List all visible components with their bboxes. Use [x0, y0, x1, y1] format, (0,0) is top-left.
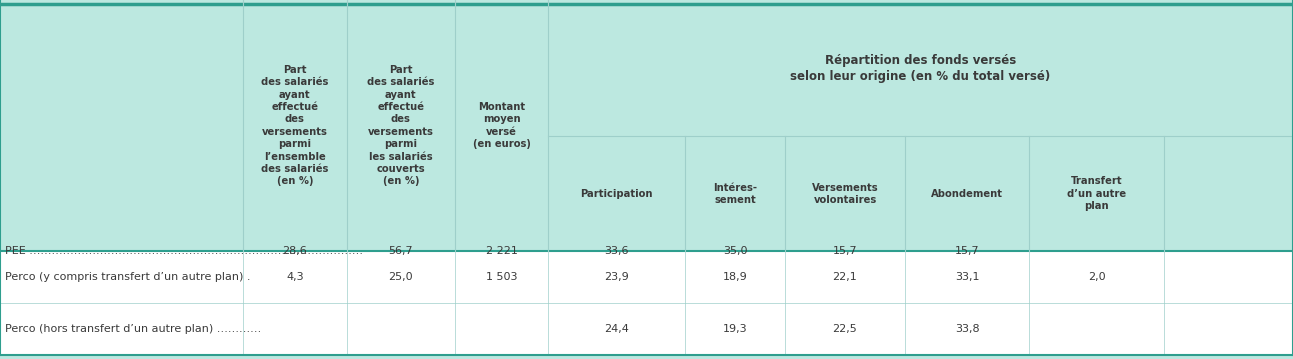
Text: 28,6: 28,6	[282, 246, 308, 256]
Text: 22,5: 22,5	[833, 325, 857, 334]
Text: 33,8: 33,8	[954, 325, 980, 334]
Text: 33,1: 33,1	[956, 272, 979, 282]
Text: 56,7: 56,7	[388, 246, 414, 256]
Text: Répartition des fonds versés
selon leur origine (en % du total versé): Répartition des fonds versés selon leur …	[790, 54, 1051, 83]
Text: 18,9: 18,9	[723, 272, 747, 282]
Bar	[0, 251, 1293, 355]
Text: 4,3: 4,3	[286, 272, 304, 282]
Text: Transfert
d’un autre
plan: Transfert d’un autre plan	[1067, 177, 1126, 211]
Text: Participation: Participation	[581, 189, 653, 199]
Text: 35,0: 35,0	[723, 246, 747, 256]
Text: 2,0: 2,0	[1087, 272, 1106, 282]
Text: 15,7: 15,7	[954, 246, 980, 256]
Text: Part
des salariés
ayant
effectué
des
versements
parmi
l’ensemble
des salariés
(e: Part des salariés ayant effectué des ver…	[261, 65, 328, 186]
Text: 15,7: 15,7	[833, 246, 857, 256]
Text: PEE ………………………………………………………………………………: PEE ………………………………………………………………………………	[5, 246, 363, 256]
Text: 24,4: 24,4	[604, 325, 630, 334]
Text: Part
des salariés
ayant
effectué
des
versements
parmi
les salariés
couverts
(en : Part des salariés ayant effectué des ver…	[367, 65, 434, 186]
Text: Abondement: Abondement	[931, 189, 1003, 199]
Text: 1 503: 1 503	[486, 272, 517, 282]
Text: 22,1: 22,1	[833, 272, 857, 282]
Text: 2 221: 2 221	[486, 246, 517, 256]
Text: Versements
volontaires: Versements volontaires	[812, 183, 878, 205]
Text: Montant
moyen
versé
(en euros): Montant moyen versé (en euros)	[473, 102, 530, 149]
Text: Intéres-
sement: Intéres- sement	[712, 183, 758, 205]
Bar	[0, 0, 1293, 251]
Text: 23,9: 23,9	[604, 272, 630, 282]
Text: 19,3: 19,3	[723, 325, 747, 334]
Text: 25,0: 25,0	[388, 272, 414, 282]
Text: Perco (hors transfert d’un autre plan) …………: Perco (hors transfert d’un autre plan) ……	[5, 325, 261, 334]
Text: Perco (y compris transfert d’un autre plan) .: Perco (y compris transfert d’un autre pl…	[5, 272, 251, 282]
Text: 33,6: 33,6	[605, 246, 628, 256]
